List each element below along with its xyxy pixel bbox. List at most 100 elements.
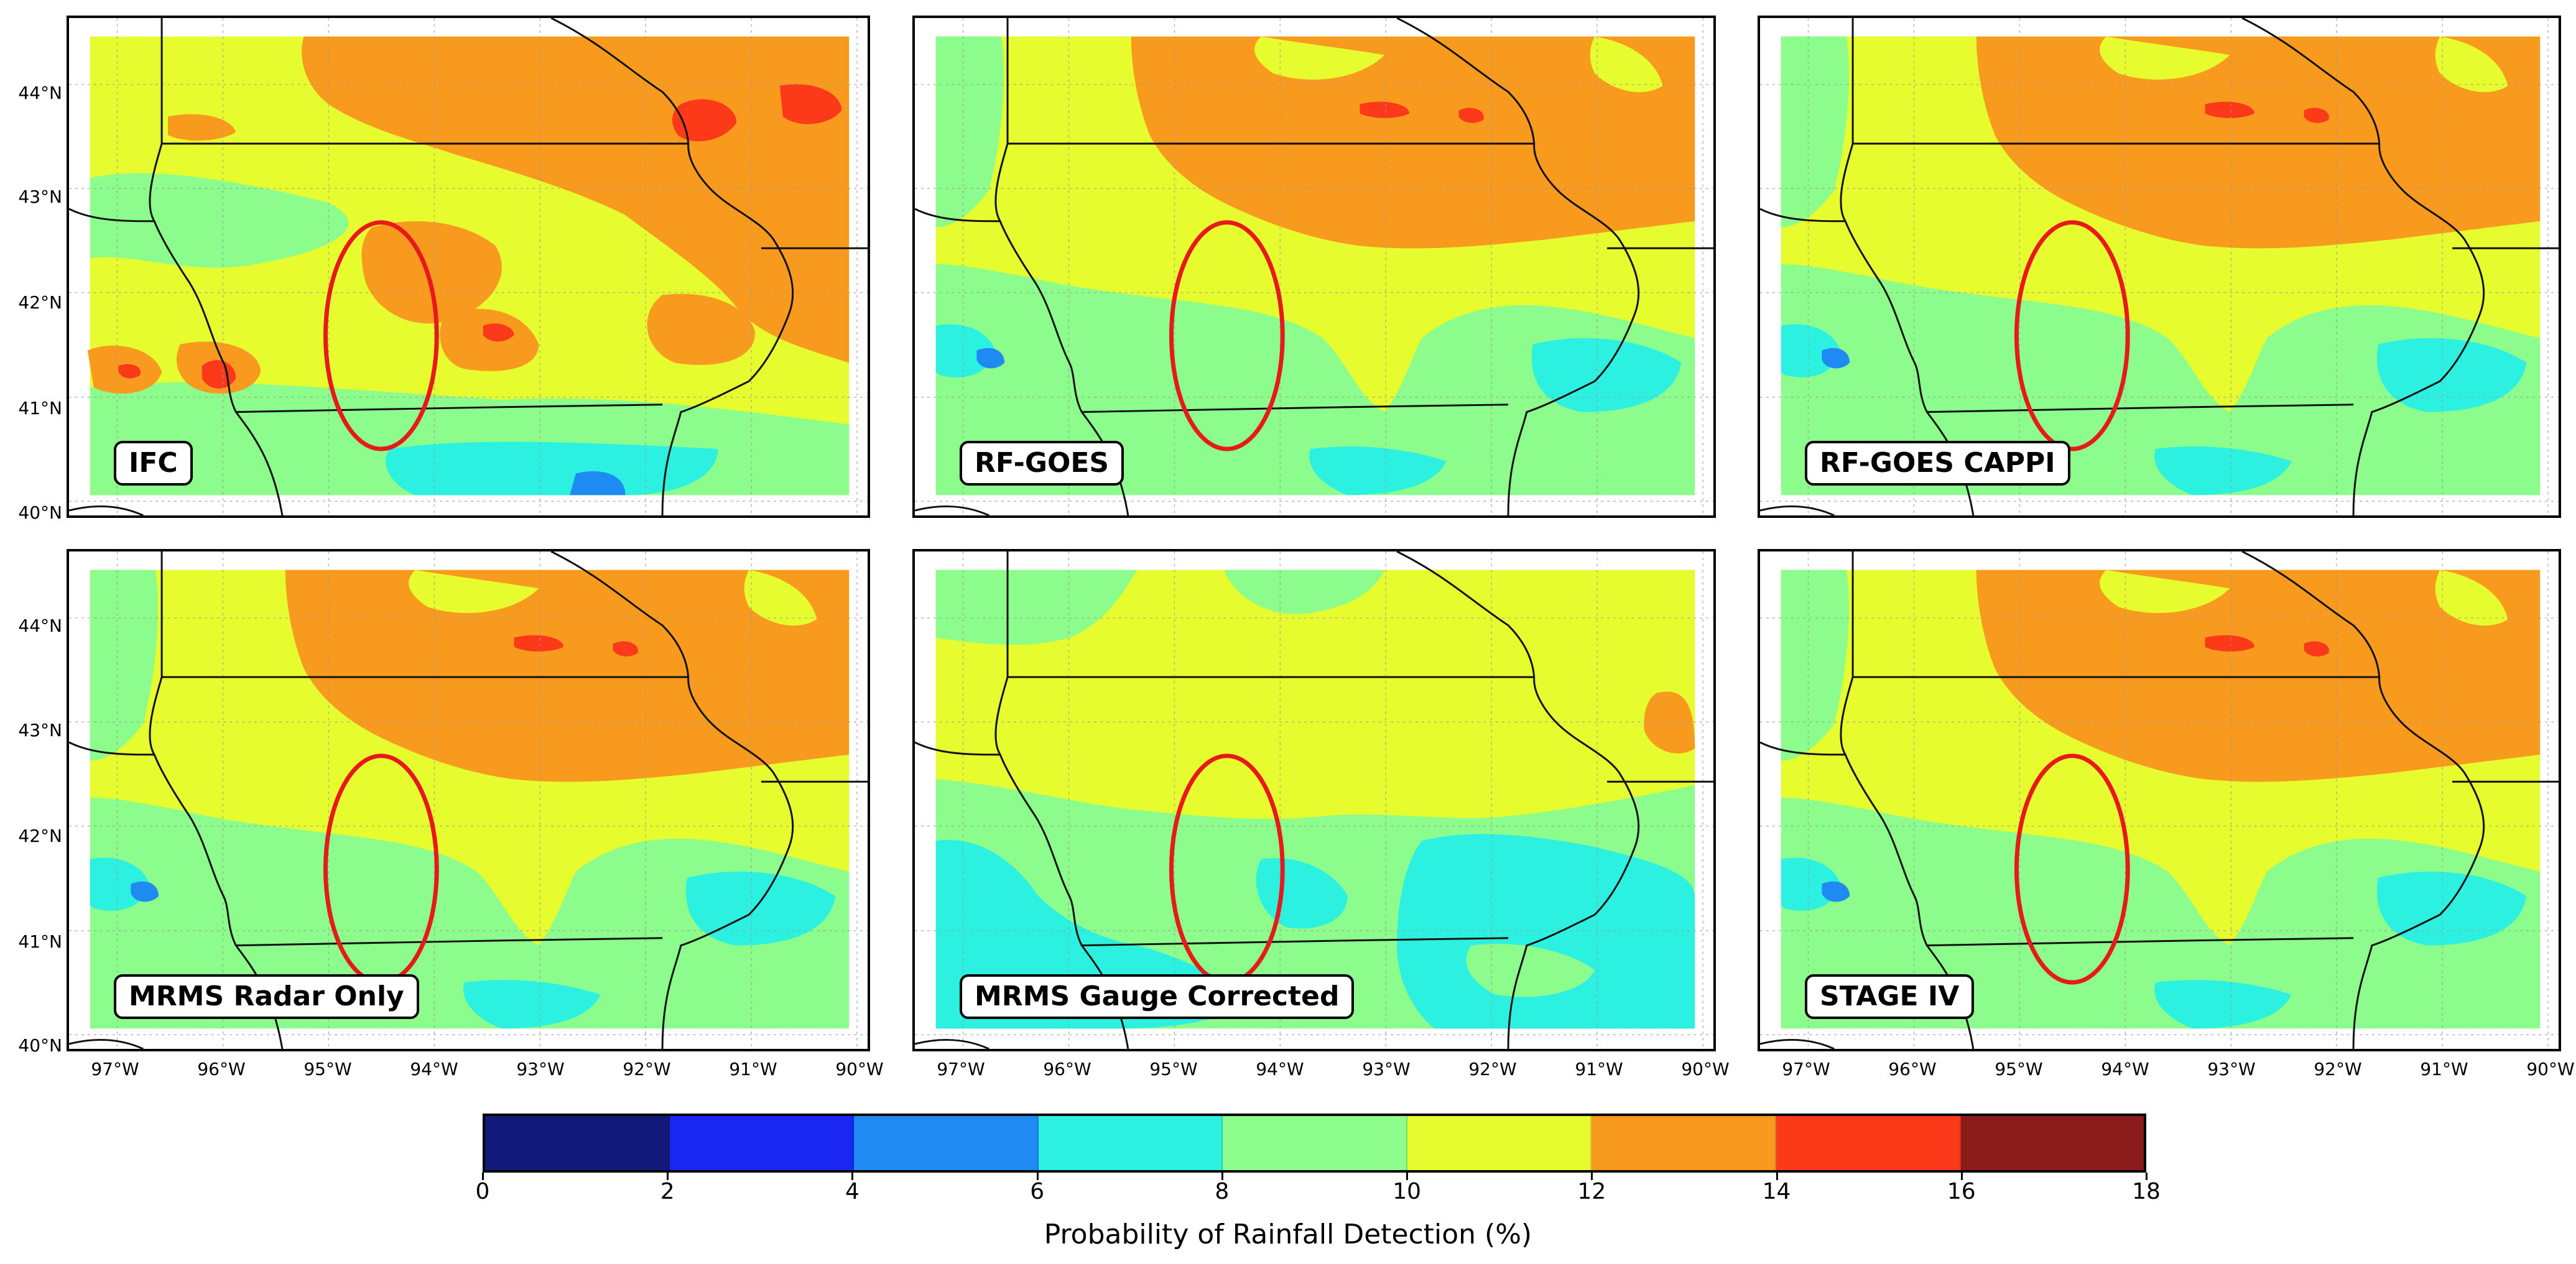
colorbar-segment — [1038, 1116, 1223, 1170]
field-zone-cyan — [463, 980, 601, 1029]
longitude-label: 91°W — [2420, 1059, 2468, 1079]
ia-south-border — [236, 404, 663, 413]
highlight-ellipse — [2014, 754, 2130, 985]
ia-east-border — [2352, 143, 2485, 515]
longitude-label: 95°W — [1995, 1059, 2043, 1079]
map-graphic — [915, 18, 1713, 515]
colorbar-segment — [854, 1116, 1039, 1170]
field-zone-red — [118, 364, 141, 379]
latitude-label: 44°N — [18, 83, 62, 103]
panel-label: MRMS Radar Only — [114, 974, 419, 1019]
field-zone-green — [1223, 570, 1385, 614]
field-zone-yellow — [1254, 36, 1385, 80]
panel-label: RF-GOES CAPPI — [1805, 441, 2070, 486]
field-zone-blue — [569, 471, 626, 496]
mn-wi-border — [2241, 18, 2381, 144]
colorbar-tick-label: 18 — [2132, 1179, 2161, 1204]
map-panel-ifc: IFC — [67, 16, 870, 518]
ia-east-border — [661, 676, 794, 1049]
longitude-label: 92°W — [1468, 1059, 1517, 1079]
colorbar-segment — [1776, 1116, 1961, 1170]
latitude-label: 41°N — [18, 931, 62, 952]
field-zone-red — [2304, 108, 2329, 123]
field-zone-blue — [1822, 881, 1850, 902]
graticule — [1760, 18, 2559, 515]
longitude-label: 93°W — [516, 1059, 565, 1079]
field-zone-yellow — [2435, 36, 2508, 93]
longitude-label: 90°W — [835, 1059, 884, 1079]
colorbar-tick-mark — [1960, 1173, 1963, 1180]
field-zone-cyan — [1309, 446, 1447, 496]
graticule — [1760, 551, 2559, 1049]
field-zone-orange — [285, 570, 850, 782]
longitude-label: 97°W — [937, 1059, 985, 1079]
ne-mo-border — [235, 411, 284, 515]
ia-east-border — [1507, 143, 1640, 515]
latitude-label: 40°N — [18, 502, 62, 523]
state-borders — [915, 551, 1713, 1049]
graticule — [915, 551, 1713, 1049]
field-zone-yellow — [501, 190, 616, 278]
colorbar-segment — [1960, 1116, 2144, 1170]
longitude-label: 96°W — [1043, 1059, 1091, 1079]
field-zone-red — [779, 84, 842, 124]
ia-south-border — [1082, 404, 1509, 413]
longitude-label: 94°W — [410, 1059, 458, 1079]
colorbar-tick-mark — [1591, 1173, 1593, 1180]
field-zone-blue — [131, 881, 159, 902]
colorbar-tick-label: 16 — [1947, 1179, 1976, 1204]
state-borders — [1760, 18, 2559, 515]
ks-border — [1760, 1038, 1835, 1049]
longitude-label: 90°W — [1681, 1059, 1730, 1079]
field-zone-orange — [1644, 691, 1695, 754]
mn-wi-border — [1396, 18, 1536, 144]
mn-wi-border — [550, 551, 690, 678]
longitude-label: 93°W — [2207, 1059, 2256, 1079]
ks-border — [69, 1038, 144, 1049]
mn-wi-border — [550, 18, 690, 144]
ia-west-border — [1840, 143, 1928, 413]
graticule — [69, 551, 868, 1049]
field-zone-orange — [1976, 570, 2541, 782]
field-zone-cyan — [2154, 980, 2292, 1029]
field-zone-green — [90, 173, 349, 268]
map-panel-rf-goes-cappi: RF-GOES CAPPI — [1758, 16, 2561, 518]
ia-south-border — [1927, 404, 2354, 413]
colorbar-tick-label: 2 — [660, 1179, 675, 1204]
state-borders — [915, 18, 1713, 515]
colorbar-segment — [669, 1116, 855, 1170]
colorbar-tick-label: 8 — [1215, 1179, 1230, 1204]
field-zone-red — [2304, 641, 2329, 657]
sd-ne-border — [1760, 208, 1846, 223]
longitude-label: 91°W — [729, 1059, 777, 1079]
ks-border — [915, 1038, 989, 1049]
field-zone-orange — [1131, 36, 1695, 249]
colorbar-tick-mark — [1406, 1173, 1409, 1180]
field-zone-red — [2205, 635, 2255, 652]
colorbar-segment — [1591, 1116, 1776, 1170]
map-graphic — [69, 551, 868, 1049]
colorbar-segment — [1407, 1116, 1592, 1170]
colorbar-tick-mark — [1036, 1173, 1039, 1180]
highlight-ellipse — [323, 220, 439, 451]
ia-west-border — [994, 676, 1083, 946]
field-zone-yellow — [2100, 570, 2230, 614]
field-zone-orange — [1976, 36, 2541, 249]
latitude-label: 41°N — [18, 398, 62, 418]
field-zone-red — [672, 99, 737, 142]
field-zone-orange — [168, 114, 236, 141]
panel-label: IFC — [114, 441, 193, 486]
field-zone-red — [2205, 101, 2255, 118]
field-zone-yellow — [935, 570, 1695, 819]
ia-east-border — [1507, 676, 1640, 1049]
ks-border — [915, 505, 989, 515]
colorbar-tick-mark — [1776, 1173, 1778, 1180]
map-panel-mrms-radar-only: MRMS Radar Only — [67, 549, 870, 1051]
ia-west-border — [994, 143, 1083, 413]
sd-ne-border — [69, 208, 155, 223]
ia-east-border — [661, 143, 794, 515]
highlight-ellipse — [2014, 220, 2130, 451]
sd-ne-border — [69, 741, 155, 756]
colorbar-label: Probability of Rainfall Detection (%) — [1044, 1219, 1532, 1250]
colorbar-tick-label: 0 — [475, 1179, 490, 1204]
